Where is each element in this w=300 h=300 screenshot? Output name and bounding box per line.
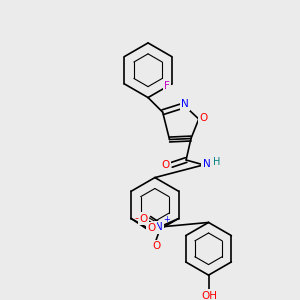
Text: O: O xyxy=(152,241,160,251)
Text: +: + xyxy=(164,215,170,224)
Text: O: O xyxy=(148,223,156,233)
Text: H: H xyxy=(213,157,220,167)
Text: O: O xyxy=(200,113,208,123)
Text: OH: OH xyxy=(202,291,218,300)
Text: O: O xyxy=(139,214,148,224)
Text: N: N xyxy=(181,99,189,110)
Text: O: O xyxy=(161,160,170,170)
Text: N: N xyxy=(203,159,211,169)
Text: F: F xyxy=(164,81,170,91)
Text: N: N xyxy=(155,222,163,232)
Text: -: - xyxy=(135,214,139,224)
